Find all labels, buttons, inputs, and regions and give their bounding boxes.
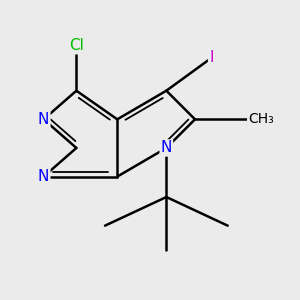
Text: I: I <box>209 50 214 65</box>
Text: N: N <box>38 169 50 184</box>
Text: Cl: Cl <box>69 38 84 53</box>
Text: N: N <box>161 140 172 155</box>
Text: N: N <box>38 112 50 127</box>
Text: CH₃: CH₃ <box>248 112 274 126</box>
